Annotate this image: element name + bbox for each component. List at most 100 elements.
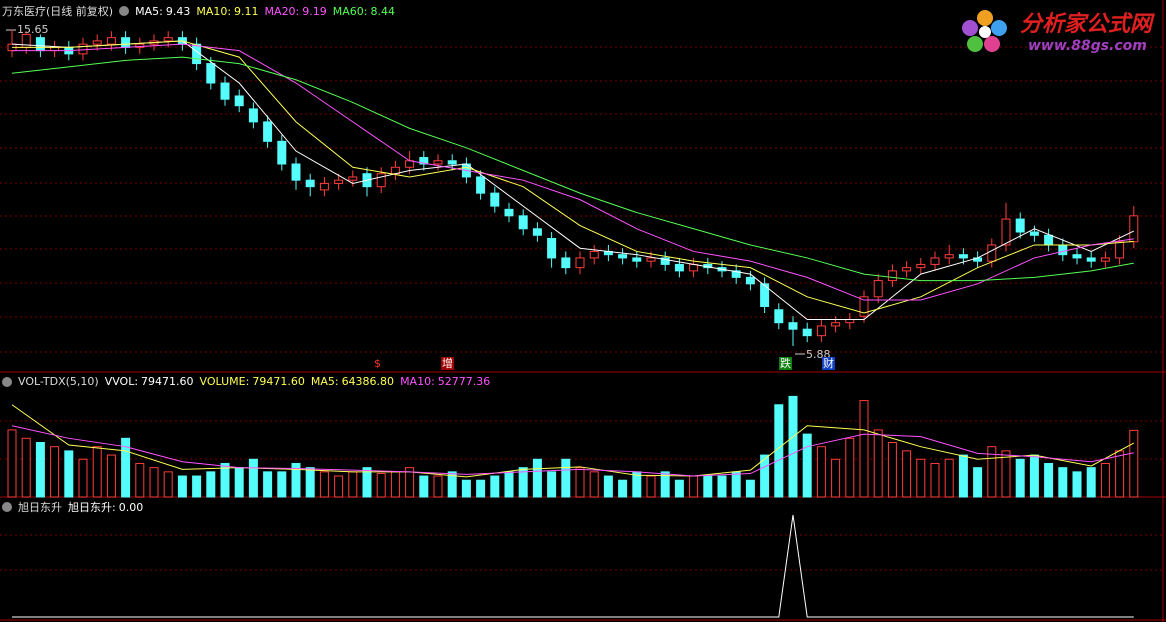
chart-title: 旭日东升 bbox=[18, 501, 62, 514]
volume-bar bbox=[50, 446, 60, 498]
volume-bar bbox=[788, 395, 798, 498]
candle-body bbox=[206, 63, 216, 84]
candle-body bbox=[589, 250, 599, 259]
volume-bar bbox=[1129, 429, 1139, 498]
candle-body bbox=[902, 267, 912, 272]
volume-bar bbox=[419, 475, 429, 498]
volume-bar bbox=[873, 429, 883, 498]
volume-bar bbox=[973, 467, 983, 498]
candle-body bbox=[632, 257, 642, 262]
legend-value: 79471.60 bbox=[141, 375, 194, 388]
candle-body bbox=[263, 121, 273, 142]
volume-bar bbox=[547, 471, 557, 498]
event-marker[interactable]: 财 bbox=[822, 357, 835, 370]
volume-bar bbox=[646, 475, 656, 498]
volume-bar bbox=[575, 467, 585, 498]
volume-bar bbox=[504, 471, 514, 498]
volume-bar bbox=[149, 467, 159, 498]
annotation-arrows bbox=[6, 29, 805, 355]
volume-bar bbox=[930, 462, 940, 498]
legend: VOLUME: 79471.60 bbox=[200, 375, 305, 388]
volume-bar bbox=[163, 471, 173, 498]
candle-body bbox=[447, 160, 457, 165]
candle-body bbox=[476, 176, 486, 194]
legend-value: 52777.36 bbox=[437, 375, 491, 388]
volume-bar bbox=[476, 479, 486, 498]
volume-bar bbox=[1058, 467, 1068, 498]
legend-value: 9.19 bbox=[302, 4, 327, 18]
volume-bar bbox=[1015, 458, 1025, 498]
legend: MA20: 9.19 bbox=[265, 5, 327, 18]
candle-body bbox=[816, 325, 826, 337]
candle-body bbox=[121, 37, 131, 48]
candle-body bbox=[547, 237, 557, 259]
volume-bar bbox=[78, 458, 88, 498]
candle-body bbox=[1100, 257, 1110, 262]
menu-icon[interactable] bbox=[119, 6, 130, 16]
legend-name: MA60: bbox=[332, 4, 368, 18]
volume-bar bbox=[589, 471, 599, 498]
volume-bar bbox=[958, 454, 968, 498]
volume-bar bbox=[291, 462, 301, 498]
volume-bar bbox=[859, 400, 869, 498]
legend-name: MA5: bbox=[310, 375, 339, 388]
volume-bar bbox=[1001, 450, 1011, 498]
legend-name: MA10: bbox=[400, 375, 435, 388]
volume-bar bbox=[1072, 471, 1082, 498]
candle-body bbox=[618, 254, 628, 259]
volume-bar bbox=[135, 462, 145, 498]
legend: MA60: 8.44 bbox=[333, 5, 395, 18]
volume-bar bbox=[731, 471, 741, 498]
legend: 旭日东升: 0.00 bbox=[68, 499, 143, 515]
legend: VVOL: 79471.60 bbox=[105, 375, 194, 388]
legend-name: 旭日东升: bbox=[68, 501, 116, 514]
watermark-url: www.88gs.com bbox=[1028, 38, 1147, 54]
event-marker[interactable]: 增 bbox=[441, 357, 454, 370]
volume-bar bbox=[376, 473, 386, 498]
event-marker[interactable]: $ bbox=[374, 357, 381, 370]
candle-body bbox=[987, 244, 997, 262]
candle-body bbox=[674, 263, 684, 272]
volume-bar bbox=[1100, 462, 1110, 498]
volume-bar bbox=[802, 433, 812, 498]
volume-header: VOL-TDX(5,10) VVOL: 79471.60 VOLUME: 79471… bbox=[2, 375, 490, 388]
volume-bar bbox=[561, 458, 571, 498]
candle-body bbox=[92, 40, 102, 45]
volume-bar bbox=[902, 450, 912, 498]
legend-value: 0.00 bbox=[118, 501, 144, 514]
volume-bar bbox=[21, 437, 31, 498]
volume-bar bbox=[760, 454, 770, 498]
volume-bar bbox=[305, 467, 315, 498]
volume-bar bbox=[263, 471, 273, 498]
watermark-title: 分析家公式网 bbox=[1020, 12, 1153, 37]
event-marker[interactable]: 跌 bbox=[779, 357, 792, 370]
volume-bar bbox=[220, 462, 230, 498]
candle-body bbox=[135, 43, 145, 48]
line bbox=[12, 40, 1134, 314]
candle-body bbox=[1129, 215, 1139, 243]
high-label: 15.65 bbox=[17, 23, 49, 36]
volume-bar bbox=[987, 446, 997, 498]
volume-bar bbox=[106, 454, 116, 498]
candle-body bbox=[291, 163, 301, 181]
menu-icon[interactable] bbox=[2, 502, 12, 512]
volume-bar bbox=[390, 471, 400, 498]
menu-icon[interactable] bbox=[2, 376, 12, 387]
volume-bar bbox=[1115, 450, 1125, 498]
candle-body bbox=[419, 157, 429, 165]
volume-bar bbox=[206, 471, 216, 498]
legend: MA5: 64386.80 bbox=[311, 375, 394, 388]
legend: MA10: 9.11 bbox=[196, 5, 258, 18]
volume-bar bbox=[362, 467, 372, 498]
candle-body bbox=[944, 254, 954, 259]
candle-body bbox=[433, 160, 443, 165]
candle-body bbox=[1115, 241, 1125, 259]
candle-body bbox=[760, 283, 770, 308]
legend-name: VVOL: bbox=[104, 375, 139, 388]
candle-body bbox=[831, 322, 841, 327]
volume-bar bbox=[319, 471, 329, 498]
volume-bar bbox=[660, 471, 670, 498]
candle-body bbox=[163, 37, 173, 42]
volume-bar bbox=[7, 429, 17, 498]
